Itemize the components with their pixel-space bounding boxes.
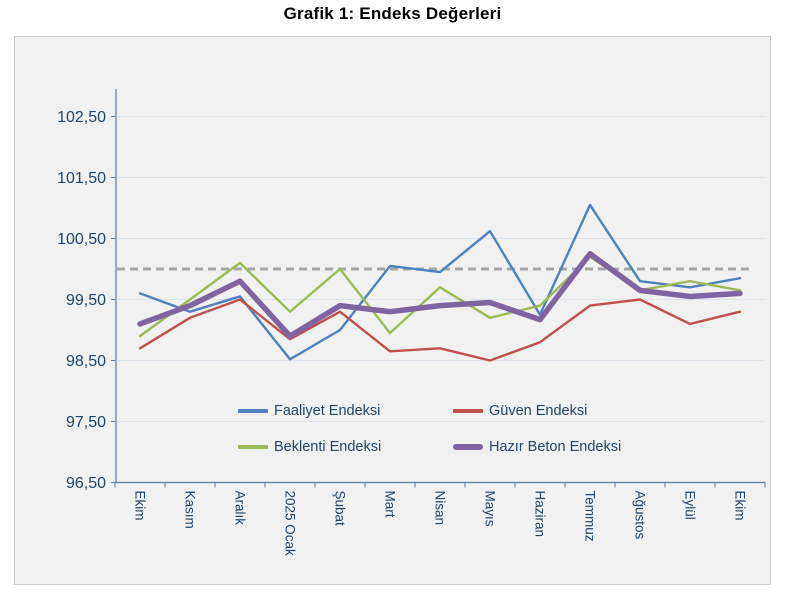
y-axis-label: 96,50 xyxy=(66,475,106,492)
legend-swatch xyxy=(238,445,268,449)
legend-label: Hazır Beton Endeksi xyxy=(489,439,622,455)
y-axis-label: 101,50 xyxy=(57,170,106,187)
x-axis-label: Mart xyxy=(383,491,398,518)
y-axis-label: 97,50 xyxy=(66,414,106,431)
x-axis-label: 2025 Ocak xyxy=(283,491,298,557)
y-axis-label: 98,50 xyxy=(66,353,106,370)
x-axis-label: Haziran xyxy=(533,491,548,538)
legend-item-0: Faaliyet Endeksi xyxy=(238,401,380,421)
chart-container: 102,50 101,50 100,50 99,50 98,50 97,50 96,50 Ek… xyxy=(14,36,771,585)
x-axis-label: Şubat xyxy=(333,491,348,527)
x-axis-label: Eylül xyxy=(683,491,698,520)
y-axis-label: 102,50 xyxy=(57,109,106,126)
legend-label: Güven Endeksi xyxy=(489,403,588,419)
y-axis-label: 100,50 xyxy=(57,231,106,248)
x-axis-label: Kasım xyxy=(183,491,198,529)
page-title: Grafik 1: Endeks Değerleri xyxy=(283,4,502,23)
series-line-1 xyxy=(138,298,742,362)
series-line-0 xyxy=(138,203,742,361)
legend-item-2: Beklenti Endeksi xyxy=(238,437,381,457)
legend-swatch xyxy=(453,409,483,413)
y-axis-label: 99,50 xyxy=(66,292,106,309)
legend-item-3: Hazır Beton Endeksi xyxy=(453,437,621,457)
legend-item-1: Güven Endeksi xyxy=(453,401,587,421)
x-axis-label: Ekim xyxy=(733,491,748,521)
x-axis-label: Ağustos xyxy=(633,491,648,540)
x-axis-label: Nisan xyxy=(433,491,448,526)
x-axis-label: Aralık xyxy=(233,491,248,526)
series-line-3 xyxy=(137,251,743,339)
x-axis-label: Temmuz xyxy=(583,491,598,542)
legend-swatch xyxy=(453,444,483,450)
x-axis-label: Ekim xyxy=(133,491,148,521)
legend-label: Beklenti Endeksi xyxy=(274,439,382,455)
legend-swatch xyxy=(238,409,268,413)
x-axis-label: Mayıs xyxy=(483,491,498,527)
legend-label: Faaliyet Endeksi xyxy=(274,403,381,419)
chart-svg: 102,50 101,50 100,50 99,50 98,50 97,50 96,50 Ek… xyxy=(57,89,766,557)
